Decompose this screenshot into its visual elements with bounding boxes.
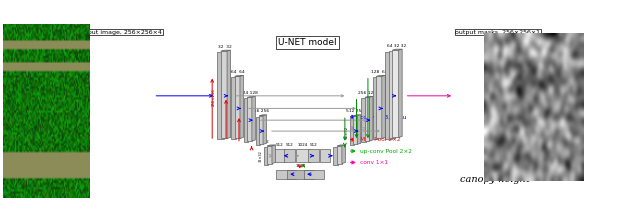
Text: 256×256: 256×256 <box>212 89 216 106</box>
Text: conv 3×3, ReLu: conv 3×3, ReLu <box>360 114 407 119</box>
Text: 128×128: 128×128 <box>225 101 230 119</box>
Polygon shape <box>369 96 373 141</box>
Bar <box>264 147 269 165</box>
Bar <box>259 116 263 144</box>
Polygon shape <box>357 115 361 144</box>
Polygon shape <box>337 145 346 146</box>
Bar <box>248 97 252 141</box>
Bar <box>276 170 296 179</box>
Text: 1024: 1024 <box>296 164 306 168</box>
Text: 1024: 1024 <box>298 143 308 147</box>
Text: 512: 512 <box>275 143 284 147</box>
Bar <box>255 117 260 145</box>
Text: 64×64: 64×64 <box>356 115 360 128</box>
Polygon shape <box>392 49 402 50</box>
Bar <box>388 51 396 138</box>
Text: canopy height: canopy height <box>460 175 529 184</box>
Text: up-conv Pool 2×2: up-conv Pool 2×2 <box>360 148 412 153</box>
Polygon shape <box>234 75 243 76</box>
Text: 256 128: 256 128 <box>358 91 376 95</box>
Text: 128×128: 128×128 <box>367 101 371 119</box>
Bar <box>287 170 314 179</box>
Text: U-NET model: U-NET model <box>278 38 337 47</box>
Polygon shape <box>353 115 361 116</box>
Text: 256 256: 256 256 <box>252 109 269 113</box>
Bar <box>217 52 223 140</box>
Bar <box>234 76 240 138</box>
Polygon shape <box>365 96 373 97</box>
Text: 128  64: 128 64 <box>371 70 388 74</box>
Text: 32×32: 32×32 <box>259 150 263 162</box>
Polygon shape <box>248 96 255 97</box>
Polygon shape <box>382 75 385 138</box>
Text: 64×64: 64×64 <box>239 115 243 128</box>
Bar <box>231 77 237 140</box>
Text: Max Pool 2×2: Max Pool 2×2 <box>360 137 401 142</box>
Text: 512: 512 <box>309 143 317 147</box>
Text: 512: 512 <box>285 143 293 147</box>
Bar <box>373 77 378 140</box>
Text: input image, 256×256×4: input image, 256×256×4 <box>83 29 163 34</box>
Polygon shape <box>263 115 266 144</box>
Text: 32×32: 32×32 <box>344 126 348 139</box>
Text: copy: copy <box>360 126 374 131</box>
Bar <box>319 149 330 162</box>
Bar <box>333 147 339 165</box>
Polygon shape <box>227 50 230 138</box>
Bar <box>337 146 342 164</box>
Polygon shape <box>376 75 385 76</box>
Text: 64 32 32: 64 32 32 <box>387 44 406 48</box>
Polygon shape <box>399 49 402 138</box>
Bar <box>284 149 295 162</box>
Bar <box>385 52 392 140</box>
Text: conv 1×1: conv 1×1 <box>360 160 388 165</box>
Text: 256×256: 256×256 <box>380 89 384 106</box>
Bar <box>267 146 272 164</box>
Bar <box>376 76 382 138</box>
Text: 32×32: 32×32 <box>250 126 254 139</box>
Bar <box>362 98 366 142</box>
Bar <box>221 51 227 138</box>
Bar <box>308 149 319 162</box>
Polygon shape <box>252 96 255 141</box>
Text: 512: 512 <box>261 140 269 144</box>
Text: 64  64: 64 64 <box>230 70 244 74</box>
Text: 124 128: 124 128 <box>241 91 259 95</box>
Bar <box>244 98 248 142</box>
Polygon shape <box>342 145 346 164</box>
Polygon shape <box>221 50 230 51</box>
Bar <box>296 149 310 162</box>
Bar <box>304 170 324 179</box>
Text: 512 256: 512 256 <box>346 109 364 113</box>
Bar <box>392 50 399 138</box>
Polygon shape <box>272 145 275 164</box>
Polygon shape <box>259 115 266 116</box>
Text: 32  32: 32 32 <box>218 45 232 49</box>
Polygon shape <box>267 145 275 146</box>
Bar <box>350 117 354 145</box>
Bar <box>353 116 357 144</box>
Bar <box>365 97 369 141</box>
Polygon shape <box>240 75 243 138</box>
Bar <box>274 149 285 162</box>
Text: output masks, 256×256×1: output masks, 256×256×1 <box>456 29 540 34</box>
